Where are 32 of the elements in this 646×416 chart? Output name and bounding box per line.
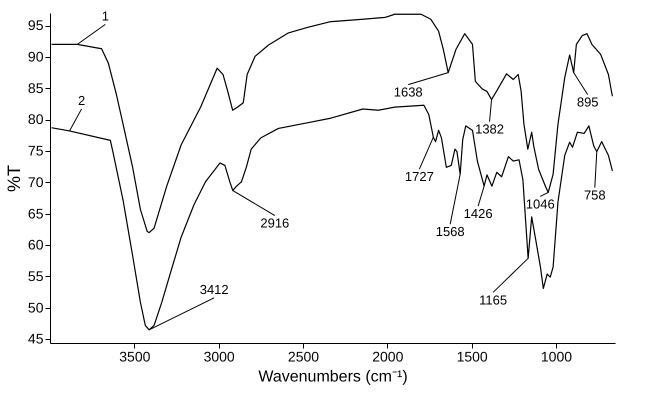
annotation: 1426 <box>464 206 493 222</box>
x-tick-label: 2000 <box>372 348 404 364</box>
annotation: 1382 <box>475 122 504 137</box>
annotation: 1046 <box>526 196 555 212</box>
y-tick-label: 55 <box>28 268 44 284</box>
annotation: 1568 <box>436 224 465 240</box>
y-axis-title: %T <box>4 164 24 192</box>
y-tick-label: 85 <box>28 80 44 96</box>
x-tick-label: 3000 <box>204 348 235 364</box>
x-tick-label: 1000 <box>540 348 572 364</box>
series-label: 2 <box>78 92 86 108</box>
annotation: 3412 <box>200 282 229 297</box>
annotation: 895 <box>576 94 599 110</box>
y-tick-label: 90 <box>28 48 44 64</box>
x-axis-title: Wavenumbers (cm⁻¹) <box>258 368 408 386</box>
y-tick-label: 50 <box>28 299 44 316</box>
y-tick-label: 65 <box>28 205 44 222</box>
y-tick-label: 80 <box>28 111 44 128</box>
x-tick-label: 3500 <box>119 348 151 364</box>
x-tick-label: 1500 <box>456 348 488 364</box>
x-tick-label: 2500 <box>288 348 320 364</box>
annotation: 1727 <box>404 169 434 184</box>
y-tick-label: 70 <box>28 174 44 190</box>
y-tick-label: 95 <box>28 17 44 34</box>
y-tick-label: 75 <box>28 142 44 159</box>
annotation: 758 <box>584 188 606 203</box>
series-label: 1 <box>102 8 109 24</box>
y-tick-label: 45 <box>28 330 44 347</box>
annotation: 1638 <box>394 84 423 100</box>
annotation: 2916 <box>260 216 290 231</box>
y-tick-label: 60 <box>28 236 44 253</box>
annotation: 1165 <box>479 292 508 308</box>
